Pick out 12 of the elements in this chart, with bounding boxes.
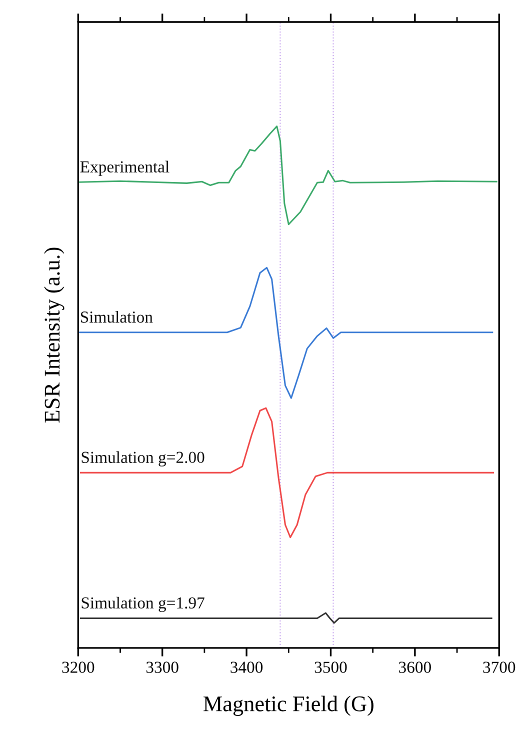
x-axis-title: Magnetic Field (G) <box>203 696 374 716</box>
x-tick-label: 3700 <box>483 662 516 673</box>
series-label: Experimental <box>80 160 170 176</box>
series-label: Simulation g=2.00 <box>82 451 204 466</box>
x-tick-label: 3400 <box>230 662 263 673</box>
x-tick-label: 3200 <box>62 662 94 673</box>
series-label: Simulation g=1.97 <box>82 596 204 612</box>
series-label: Simulation <box>80 311 153 323</box>
x-tick-label: 3300 <box>146 662 178 673</box>
y-axis-title: ESR Intensity (a.u.) <box>44 248 64 423</box>
x-tick-label: 3600 <box>399 662 431 673</box>
x-tick-label: 3500 <box>314 662 347 673</box>
